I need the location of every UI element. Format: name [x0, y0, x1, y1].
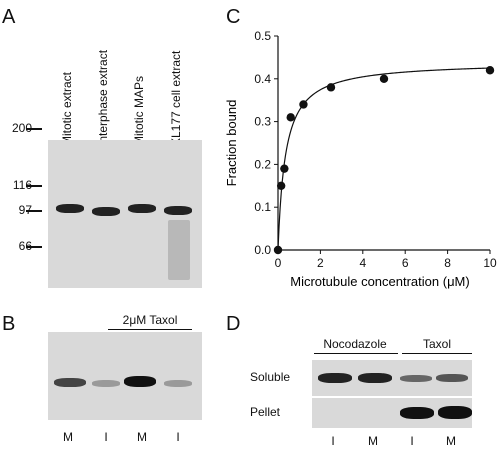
y-tick-label: 0.3 — [254, 115, 271, 129]
data-point — [273, 245, 283, 255]
chart-ylabel: Fraction bound — [224, 100, 239, 187]
data-point — [286, 113, 295, 122]
panel-d-line-nocodazole — [314, 353, 398, 354]
gel-d-sol-band-2 — [358, 373, 392, 383]
fit-curve — [277, 67, 491, 251]
mw-label-116: 116 — [12, 178, 32, 192]
gel-a-band-1 — [56, 204, 84, 213]
data-point — [485, 66, 495, 75]
panel-d-lane-2: M — [368, 434, 378, 448]
x-tick-label: 6 — [402, 256, 409, 270]
data-point — [326, 83, 336, 92]
y-tick-label: 0.2 — [254, 157, 271, 171]
gel-d-sol-band-4 — [436, 374, 468, 382]
mw-tick-116 — [26, 185, 42, 187]
mw-tick-97 — [26, 210, 42, 212]
chart-fit — [277, 67, 491, 251]
panel-d-line-taxol — [402, 353, 472, 354]
gel-b — [48, 332, 202, 420]
gel-b-band-1 — [54, 378, 86, 387]
panel-b-letter: B — [2, 313, 16, 335]
gel-d-soluble — [312, 360, 472, 396]
x-tick-label: 8 — [444, 256, 451, 270]
gel-d-sol-band-3 — [400, 375, 432, 382]
chart-axes: 0.0 0.1 0.2 0.3 0.4 0.5 0 2 4 6 8 10 — [254, 29, 497, 270]
panel-d-lane-1: I — [331, 434, 335, 448]
panel-a-letter: A — [2, 6, 16, 28]
gel-a — [48, 140, 202, 288]
panel-d-lane-3: I — [410, 434, 414, 448]
panel-b-group-label: 2μM Taxol — [122, 313, 178, 327]
panel-d-row-soluble: Soluble — [250, 370, 291, 384]
lane-label-interphase-extract: Interphase extract — [96, 49, 110, 146]
panel-b-lane-2: I — [104, 430, 108, 444]
gel-a-band-2 — [92, 207, 120, 216]
panel-d-letter: D — [226, 313, 241, 335]
lane-label-mitotic-maps: Mitotic MAPs — [132, 75, 146, 146]
panel-c-chart: 0.0 0.1 0.2 0.3 0.4 0.5 0 2 4 6 8 10 Fraction bound… — [224, 29, 497, 289]
y-tick-label: 0.0 — [254, 243, 271, 257]
gel-a-band-4 — [164, 206, 192, 215]
y-tick-label: 0.4 — [254, 72, 271, 86]
data-point — [276, 181, 286, 190]
mw-tick-66 — [26, 246, 42, 248]
mw-label-66: 66 — [2, 239, 32, 253]
x-tick-label: 0 — [275, 256, 282, 270]
panel-b-lane-1: M — [63, 430, 73, 444]
gel-b-band-3 — [124, 376, 156, 387]
x-tick-label: 4 — [359, 256, 366, 270]
chart-xlabel: Microtubule concentration (μM) — [290, 274, 469, 289]
y-tick-label: 0.1 — [254, 200, 271, 214]
mw-label-200: 200 — [11, 121, 32, 135]
gel-a-smear — [168, 220, 190, 280]
gel-d-pel-band-3 — [400, 407, 434, 419]
gel-a-band-3 — [128, 204, 156, 213]
panel-b-group-line — [108, 329, 192, 330]
y-tick-label: 0.5 — [254, 29, 271, 43]
x-tick-label: 2 — [317, 256, 324, 270]
mw-label-97: 97 — [2, 203, 32, 217]
data-point — [299, 100, 308, 109]
mw-tick-200 — [26, 128, 42, 130]
panel-d-lane-4: M — [446, 434, 456, 448]
chart-points — [273, 66, 495, 255]
lane-label-xl177-extract: XL177 cell extract — [169, 50, 183, 146]
panel-d-row-pellet: Pellet — [250, 405, 281, 419]
panel-b-lane-4: I — [176, 430, 180, 444]
gel-d-pellet — [312, 398, 472, 428]
data-point — [379, 74, 389, 83]
gel-b-band-2 — [92, 380, 120, 387]
gel-d-sol-band-1 — [318, 373, 352, 383]
lane-label-mitotic-extract: Mitotic extract — [60, 71, 74, 146]
x-tick-label: 10 — [483, 256, 497, 270]
data-point — [280, 164, 289, 173]
panel-d-group-taxol: Taxol — [422, 337, 451, 351]
gel-b-band-4 — [164, 380, 192, 387]
panel-d-group-nocodazole: Nocodazole — [323, 337, 387, 351]
panel-b-lane-3: M — [137, 430, 147, 444]
panel-c-letter: C — [226, 6, 241, 28]
gel-d-pel-band-4 — [438, 406, 472, 419]
